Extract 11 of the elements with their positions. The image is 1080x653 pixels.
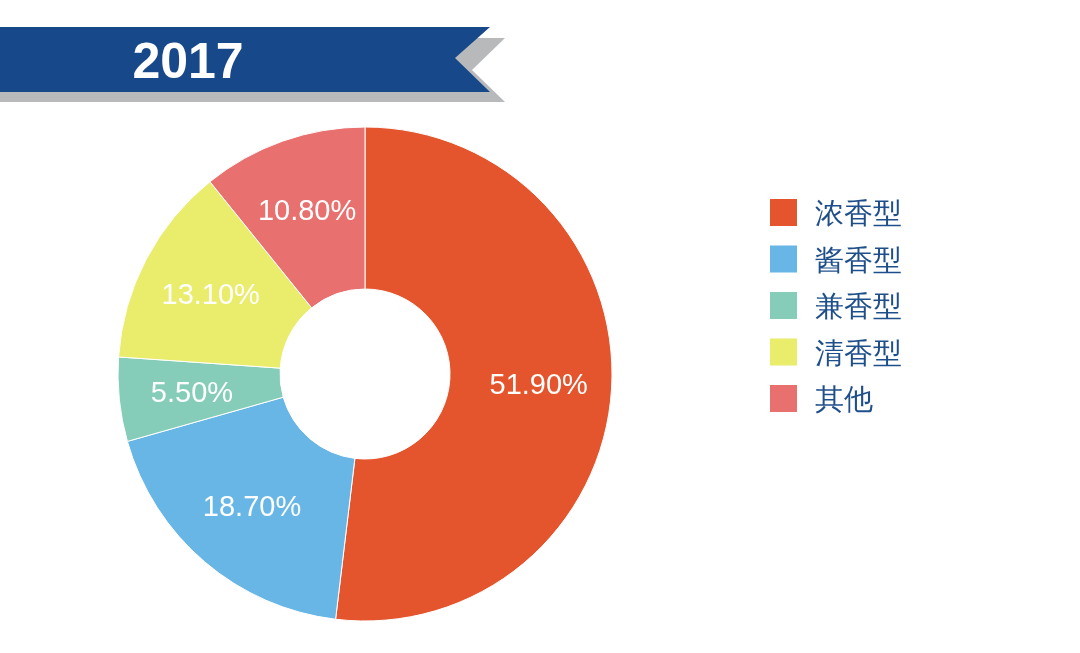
- legend-label: 酱香型: [815, 243, 902, 276]
- legend-label: 浓香型: [815, 197, 902, 229]
- data-label: 18.70%: [202, 490, 302, 523]
- data-label: 13.10%: [161, 277, 260, 310]
- legend-label: 其他: [815, 383, 873, 415]
- data-label: 10.80%: [257, 193, 357, 226]
- legend-label: 清香型: [815, 336, 902, 369]
- legend-label: 兼香型: [815, 290, 902, 322]
- data-label: 51.90%: [489, 368, 588, 401]
- data-label: 5.50%: [150, 376, 234, 409]
- chart-title: 2017: [132, 33, 244, 89]
